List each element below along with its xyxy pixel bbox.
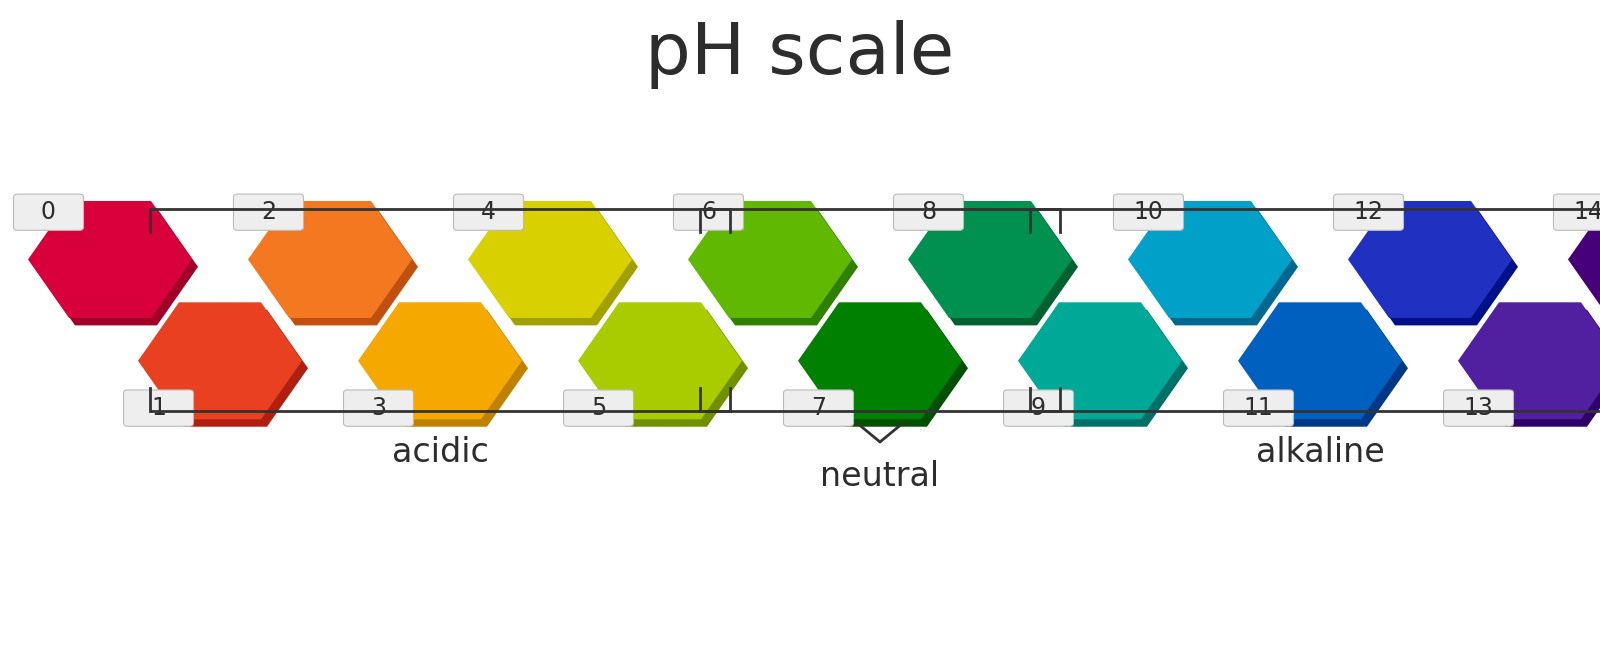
- Text: 7: 7: [811, 396, 826, 420]
- FancyBboxPatch shape: [1333, 194, 1403, 230]
- Text: alkaline: alkaline: [1256, 436, 1384, 469]
- FancyBboxPatch shape: [893, 194, 963, 230]
- Text: 1: 1: [150, 396, 166, 420]
- FancyBboxPatch shape: [1114, 194, 1184, 230]
- Polygon shape: [467, 201, 632, 318]
- FancyBboxPatch shape: [1224, 390, 1293, 426]
- Polygon shape: [1128, 201, 1293, 318]
- Polygon shape: [1245, 310, 1408, 427]
- Polygon shape: [1238, 302, 1402, 419]
- Polygon shape: [1574, 208, 1600, 326]
- Polygon shape: [1134, 208, 1298, 326]
- Polygon shape: [914, 208, 1078, 326]
- Text: acidic: acidic: [392, 436, 488, 469]
- Polygon shape: [909, 201, 1072, 318]
- FancyBboxPatch shape: [123, 390, 194, 426]
- Polygon shape: [1347, 201, 1512, 318]
- Text: 8: 8: [922, 200, 936, 224]
- FancyBboxPatch shape: [1003, 390, 1074, 426]
- Polygon shape: [798, 302, 962, 419]
- Polygon shape: [694, 208, 858, 326]
- Polygon shape: [805, 310, 968, 427]
- Polygon shape: [138, 302, 302, 419]
- Text: pH scale: pH scale: [645, 20, 955, 89]
- Text: 3: 3: [371, 396, 386, 420]
- Text: dreamstime.com: dreamstime.com: [19, 619, 149, 633]
- FancyBboxPatch shape: [784, 390, 853, 426]
- Text: 13: 13: [1464, 396, 1493, 420]
- FancyBboxPatch shape: [1554, 194, 1600, 230]
- Polygon shape: [584, 310, 749, 427]
- Polygon shape: [1458, 302, 1600, 419]
- FancyBboxPatch shape: [563, 390, 634, 426]
- Polygon shape: [29, 201, 192, 318]
- FancyBboxPatch shape: [234, 194, 304, 230]
- Polygon shape: [1354, 208, 1518, 326]
- Text: 5: 5: [590, 396, 606, 420]
- Polygon shape: [358, 302, 522, 419]
- Text: 14: 14: [1573, 200, 1600, 224]
- FancyBboxPatch shape: [674, 194, 744, 230]
- Text: 2: 2: [261, 200, 277, 224]
- Polygon shape: [34, 208, 198, 326]
- Text: 11: 11: [1243, 396, 1274, 420]
- Text: 0: 0: [42, 200, 56, 224]
- Polygon shape: [1568, 201, 1600, 318]
- Polygon shape: [1464, 310, 1600, 427]
- Text: neutral: neutral: [821, 460, 939, 493]
- Polygon shape: [254, 208, 418, 326]
- Text: 4: 4: [482, 200, 496, 224]
- Polygon shape: [248, 201, 413, 318]
- Polygon shape: [474, 208, 638, 326]
- Text: 6: 6: [701, 200, 717, 224]
- Text: 12: 12: [1354, 200, 1384, 224]
- FancyBboxPatch shape: [344, 390, 413, 426]
- FancyBboxPatch shape: [1443, 390, 1514, 426]
- Polygon shape: [578, 302, 742, 419]
- Text: ID 118241219 © Alhovik: ID 118241219 © Alhovik: [1392, 619, 1581, 633]
- Text: 10: 10: [1133, 200, 1163, 224]
- Polygon shape: [1018, 302, 1182, 419]
- FancyBboxPatch shape: [453, 194, 523, 230]
- Polygon shape: [1024, 310, 1187, 427]
- Polygon shape: [365, 310, 528, 427]
- Polygon shape: [688, 201, 851, 318]
- Text: 9: 9: [1030, 396, 1046, 420]
- Polygon shape: [144, 310, 307, 427]
- FancyBboxPatch shape: [13, 194, 83, 230]
